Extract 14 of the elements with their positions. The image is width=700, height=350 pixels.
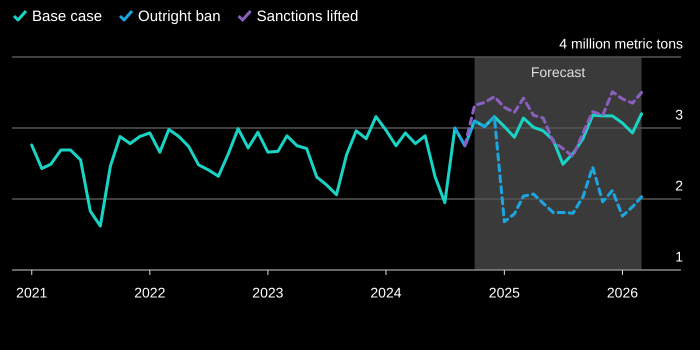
x-tick-label: 2025 bbox=[488, 284, 520, 301]
legend-label: Base case bbox=[32, 8, 102, 25]
legend-label: Sanctions lifted bbox=[256, 8, 358, 25]
x-tick-label: 2021 bbox=[16, 284, 48, 301]
x-tick-label: 2023 bbox=[252, 284, 284, 301]
band-label: Forecast bbox=[530, 64, 586, 80]
legend-label: Outright ban bbox=[138, 8, 221, 25]
x-tick-label: 2024 bbox=[370, 284, 402, 301]
y-tick-label: 3 bbox=[675, 106, 684, 123]
x-tick-label: 2022 bbox=[134, 284, 166, 301]
x-tick-label: 2026 bbox=[606, 284, 638, 301]
y-tick-label: 1 bbox=[675, 248, 684, 265]
y-tick-label: 2 bbox=[675, 178, 684, 194]
y-tick-label: 4 million metric tons bbox=[559, 36, 683, 52]
